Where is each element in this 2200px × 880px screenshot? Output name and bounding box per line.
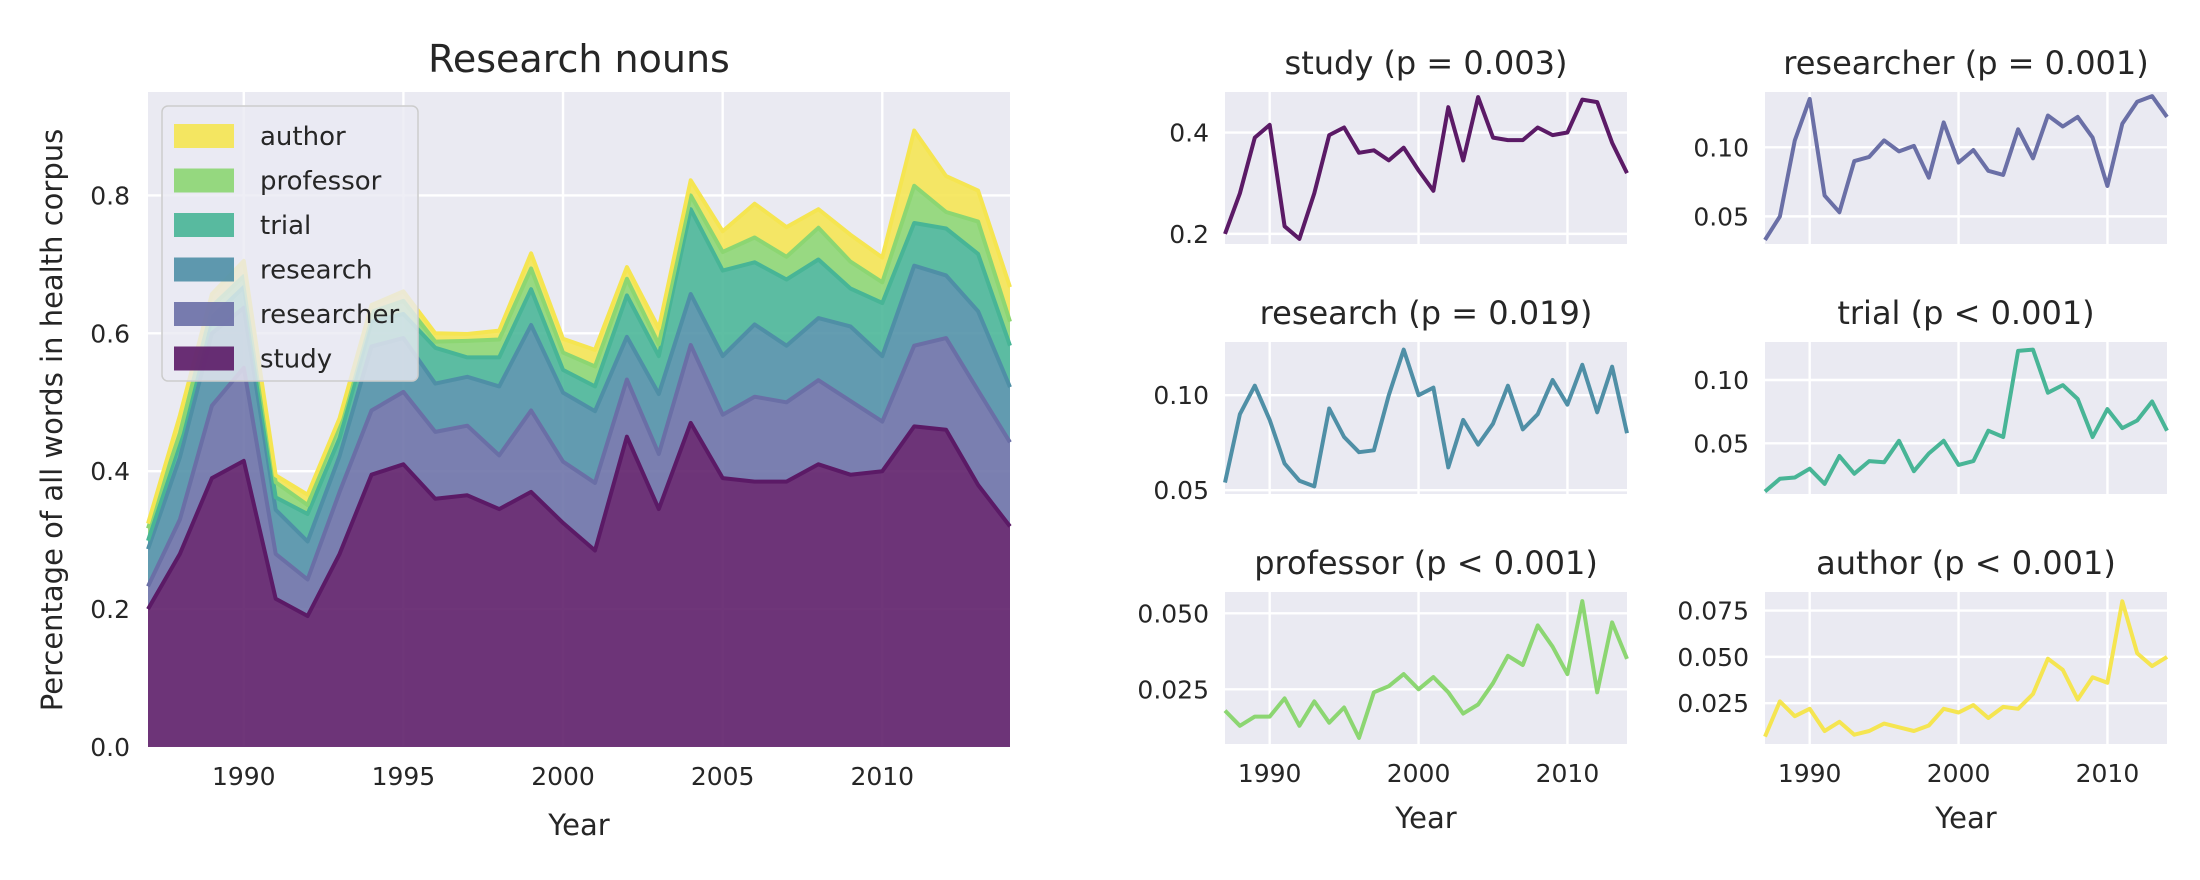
panel-y-tick-label: 0.10 — [1693, 366, 1749, 395]
panel-y-tick-label: 0.075 — [1677, 597, 1749, 626]
legend-label-research: research — [260, 256, 372, 286]
panel-title: professor (p < 0.001) — [1254, 544, 1598, 582]
main-x-tick-label: 1990 — [212, 762, 276, 791]
main-legend: author professor trial research researcher st… — [161, 105, 419, 382]
main-y-tick-label: 0.2 — [90, 595, 130, 624]
line-author — [1763, 599, 2169, 738]
line-professor — [1223, 599, 1629, 740]
legend-swatch-researcher — [174, 302, 234, 326]
main-y-axis-label: Percentage of all words in health corpus — [35, 129, 69, 711]
panel-y-tick-label: 0.050 — [1677, 643, 1749, 672]
area-edge-study — [146, 420, 1012, 618]
panel-y-tick-label: 0.4 — [1169, 119, 1209, 148]
main-stacked-areas — [146, 128, 1012, 747]
main-x-axis-label: Year — [547, 808, 609, 842]
legend-label-trial: trial — [260, 211, 311, 241]
legend-swatch-study — [174, 346, 234, 371]
legend-swatch-trial — [174, 213, 234, 237]
panel-x-tick-label: 2000 — [1387, 759, 1451, 788]
line-researcher — [1763, 94, 2169, 241]
line-trial — [1763, 347, 2169, 494]
legend-swatch-research — [174, 257, 234, 282]
area-edge-author — [146, 128, 1012, 525]
main-x-tick-label: 2000 — [531, 762, 595, 791]
panel-y-tick-label: 0.025 — [1677, 689, 1749, 718]
panel-x-tick-label: 1990 — [1778, 759, 1842, 788]
main-tick-labels: 1990 1995 2000 2005 2010 0.0 0.2 0.4 0.6 0.8 — [90, 181, 914, 791]
line-study — [1223, 95, 1629, 241]
legend-swatch-professor — [174, 168, 234, 193]
panel-background — [1225, 342, 1627, 494]
panel-author: 1990 2000 2010 0.025 0.050 0.075 author (p < 0… — [1677, 544, 2169, 835]
panel-y-tick-label: 0.10 — [1693, 133, 1749, 162]
panel-research: 0.05 0.10 research (p = 0.019) — [1153, 294, 1629, 505]
panel-x-tick-label: 2000 — [1927, 759, 1991, 788]
main-y-tick-label: 0.6 — [90, 319, 130, 348]
panel-y-tick-label: 0.050 — [1137, 599, 1209, 628]
main-y-tick-label: 0.8 — [90, 181, 130, 210]
legend-label-author: author — [260, 122, 346, 152]
area-edge-researcher — [146, 336, 1012, 588]
panel-y-tick-label: 0.025 — [1137, 675, 1209, 704]
area-study — [148, 422, 1010, 747]
area-research — [148, 265, 1010, 587]
panel-x-tick-label: 2010 — [2076, 759, 2140, 788]
panel-title: researcher (p = 0.001) — [1783, 44, 2149, 82]
panel-x-axis-label: Year — [1934, 801, 1996, 835]
main-chart-title: Research nouns — [428, 37, 730, 81]
small-multiples: 0.2 0.4 study (p = 0.003) 0.05 0.10 researche… — [1137, 44, 2169, 835]
legend-label-professor: professor — [260, 167, 382, 197]
panel-trial: 0.05 0.10 trial (p < 0.001) — [1693, 294, 2169, 494]
legend-swatch-author — [174, 124, 234, 148]
panel-y-tick-label: 0.2 — [1169, 220, 1209, 249]
panel-professor: 1990 2000 2010 0.025 0.050 professor (p < 0.0… — [1137, 544, 1629, 835]
panel-title: author (p < 0.001) — [1816, 544, 2116, 582]
panel-title: trial (p < 0.001) — [1837, 294, 2094, 332]
main-area-chart: 1990 1995 2000 2005 2010 0.0 0.2 0.4 0.6 0.8 Rese… — [35, 37, 1012, 842]
panel-study: 0.2 0.4 study (p = 0.003) — [1169, 44, 1629, 249]
panel-y-tick-label: 0.05 — [1693, 202, 1749, 231]
panel-researcher: 0.05 0.10 researcher (p = 0.001) — [1693, 44, 2169, 244]
panel-y-tick-label: 0.10 — [1153, 381, 1209, 410]
main-x-tick-label: 2010 — [850, 762, 914, 791]
main-x-tick-label: 2005 — [691, 762, 755, 791]
area-professor — [148, 185, 1010, 541]
panel-title: study (p = 0.003) — [1285, 44, 1568, 82]
legend-label-researcher: researcher — [260, 300, 399, 330]
line-research — [1223, 347, 1629, 489]
main-y-tick-label: 0.4 — [90, 457, 130, 486]
panel-y-tick-label: 0.05 — [1693, 429, 1749, 458]
area-edge-professor — [146, 183, 1012, 530]
area-edge-research — [146, 263, 1012, 550]
panel-x-tick-label: 1990 — [1238, 759, 1302, 788]
panel-background — [1765, 592, 2167, 744]
main-y-tick-label: 0.0 — [90, 733, 130, 762]
area-author — [148, 130, 1010, 529]
panel-y-tick-label: 0.05 — [1153, 476, 1209, 505]
legend-label-study: study — [260, 345, 332, 375]
area-researcher — [148, 338, 1010, 616]
panel-x-tick-label: 2010 — [1536, 759, 1600, 788]
panel-background — [1225, 92, 1627, 244]
panel-x-axis-label: Year — [1394, 801, 1456, 835]
main-x-tick-label: 1995 — [372, 762, 436, 791]
panel-background — [1225, 592, 1627, 744]
area-edge-trial — [146, 207, 1012, 542]
panel-title: research (p = 0.019) — [1260, 294, 1593, 332]
